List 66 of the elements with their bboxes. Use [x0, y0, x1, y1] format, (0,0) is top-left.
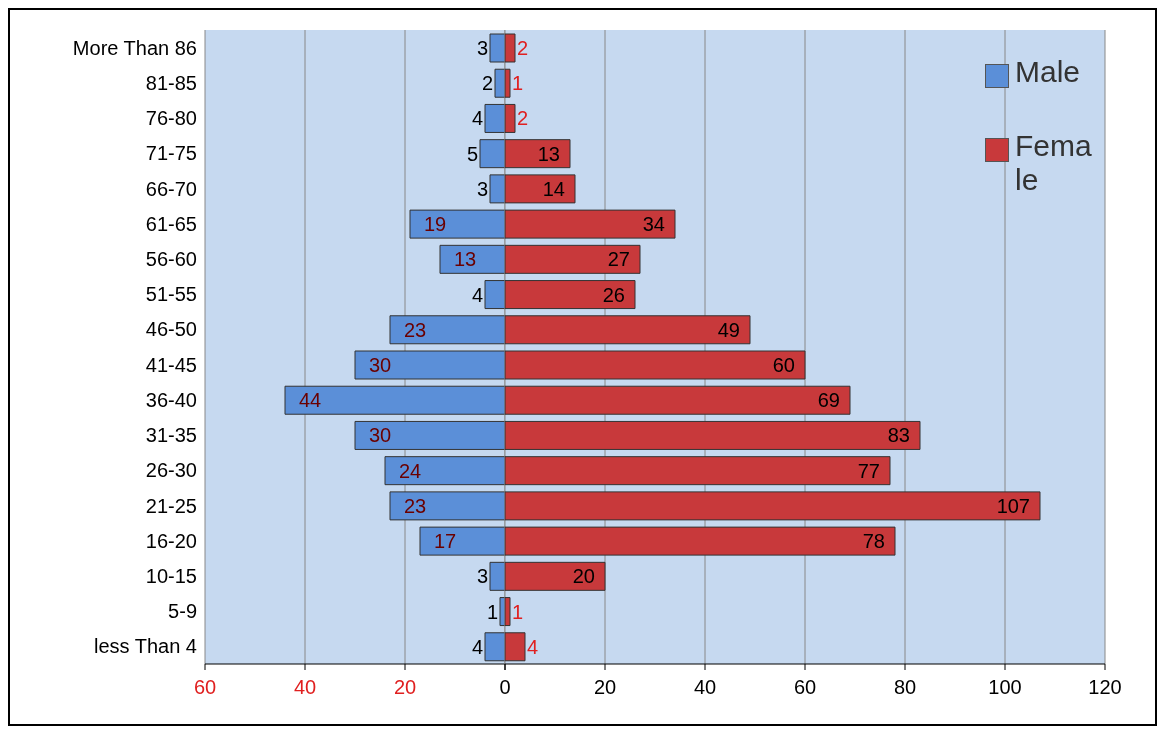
x-tick-label: 40	[293, 676, 317, 698]
y-tick-label: 5-9	[168, 600, 197, 623]
data-label: 2	[481, 72, 493, 95]
x-tick-label: 100	[988, 676, 1022, 698]
data-label: 26	[602, 283, 625, 306]
y-tick-label: 46-50	[145, 318, 197, 341]
data-label: 13	[454, 248, 477, 271]
data-label: 1	[512, 72, 524, 95]
x-tick-label: 40	[693, 676, 717, 698]
data-label: 17	[434, 530, 457, 553]
data-label: 3	[476, 177, 488, 200]
data-label: 23	[404, 494, 427, 517]
data-label: 4	[527, 635, 539, 658]
data-label: 83	[887, 424, 910, 447]
legend-label: Female	[1015, 129, 1093, 197]
data-label: 78	[862, 530, 885, 553]
data-label: 2	[517, 37, 529, 59]
y-tick-label: 51-55	[145, 283, 197, 306]
data-label: 69	[817, 389, 840, 412]
data-label: 24	[399, 459, 422, 482]
x-tick-label: 120	[1088, 676, 1122, 698]
x-tick-label: 0	[499, 676, 511, 698]
legend-label: Male	[1015, 55, 1081, 89]
x-tick-label: 60	[193, 676, 217, 698]
data-label: 77	[857, 459, 880, 482]
data-label: 13	[537, 142, 560, 165]
x-tick-label: 20	[593, 676, 617, 698]
data-label: 20	[572, 565, 595, 588]
y-tick-label: 61-65	[145, 212, 197, 235]
data-label: 30	[369, 354, 392, 376]
data-label: 2	[517, 107, 529, 130]
y-tick-label: More Than 86	[72, 36, 197, 59]
data-label: 3	[476, 565, 488, 588]
data-label: 4	[471, 283, 483, 306]
data-label: 19	[424, 213, 447, 236]
y-tick-label: 81-85	[145, 71, 197, 94]
data-label: 4	[471, 635, 483, 658]
y-tick-label: 66-70	[145, 177, 197, 200]
data-label: 4	[471, 107, 483, 130]
y-tick-label: 21-25	[145, 494, 197, 517]
x-tick-label: 80	[893, 676, 917, 698]
y-tick-label: less Than 4	[93, 635, 197, 658]
data-label: 5	[466, 142, 478, 165]
y-tick-label: 36-40	[145, 388, 197, 411]
data-label: 44	[299, 389, 322, 412]
data-label: 1	[486, 600, 498, 623]
data-label: 60	[772, 354, 795, 376]
data-label: 30	[369, 424, 392, 447]
y-tick-label: 41-45	[145, 353, 197, 376]
y-tick-label: 71-75	[145, 142, 197, 165]
y-tick-label: 10-15	[145, 565, 197, 588]
y-tick-label: 16-20	[145, 529, 197, 552]
data-label: 34	[642, 213, 665, 236]
y-tick-label: 76-80	[145, 107, 197, 130]
data-label: 1	[512, 600, 524, 623]
y-tick-label: 26-30	[145, 459, 197, 482]
data-label: 49	[717, 318, 740, 341]
data-label: 107	[996, 494, 1030, 517]
x-tick-label: 20	[393, 676, 417, 698]
data-label: 27	[607, 248, 630, 271]
data-label: 23	[404, 318, 427, 341]
data-label: 3	[476, 37, 488, 59]
data-label: 14	[542, 177, 565, 200]
y-tick-label: 31-35	[145, 424, 197, 447]
x-tick-label: 60	[793, 676, 817, 698]
y-tick-label: 56-60	[145, 248, 197, 271]
